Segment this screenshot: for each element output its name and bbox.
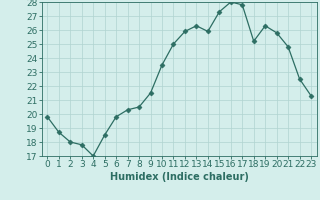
X-axis label: Humidex (Indice chaleur): Humidex (Indice chaleur) xyxy=(110,172,249,182)
